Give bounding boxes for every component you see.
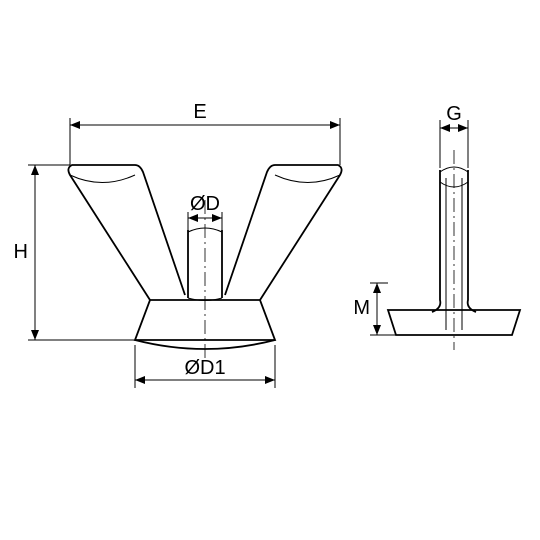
drawing-canvas: E H ØD ØD1 [0, 0, 540, 540]
side-boss-left [432, 170, 440, 312]
side-view: G M [353, 103, 520, 350]
label-D: ØD [190, 193, 220, 215]
label-M: M [353, 297, 370, 319]
label-E: E [193, 101, 206, 123]
label-H: H [14, 241, 28, 263]
label-D1: ØD1 [184, 357, 225, 379]
dim-M: M [353, 283, 396, 335]
dim-E: E [70, 101, 340, 165]
side-boss-right [468, 170, 476, 312]
left-wing-top-arc [70, 175, 135, 183]
left-wing [68, 165, 185, 300]
label-G: G [446, 103, 462, 125]
right-wing [225, 165, 342, 300]
right-wing-top-arc [275, 175, 340, 183]
dim-H: H [14, 165, 135, 340]
front-view: E H ØD ØD1 [14, 101, 342, 388]
